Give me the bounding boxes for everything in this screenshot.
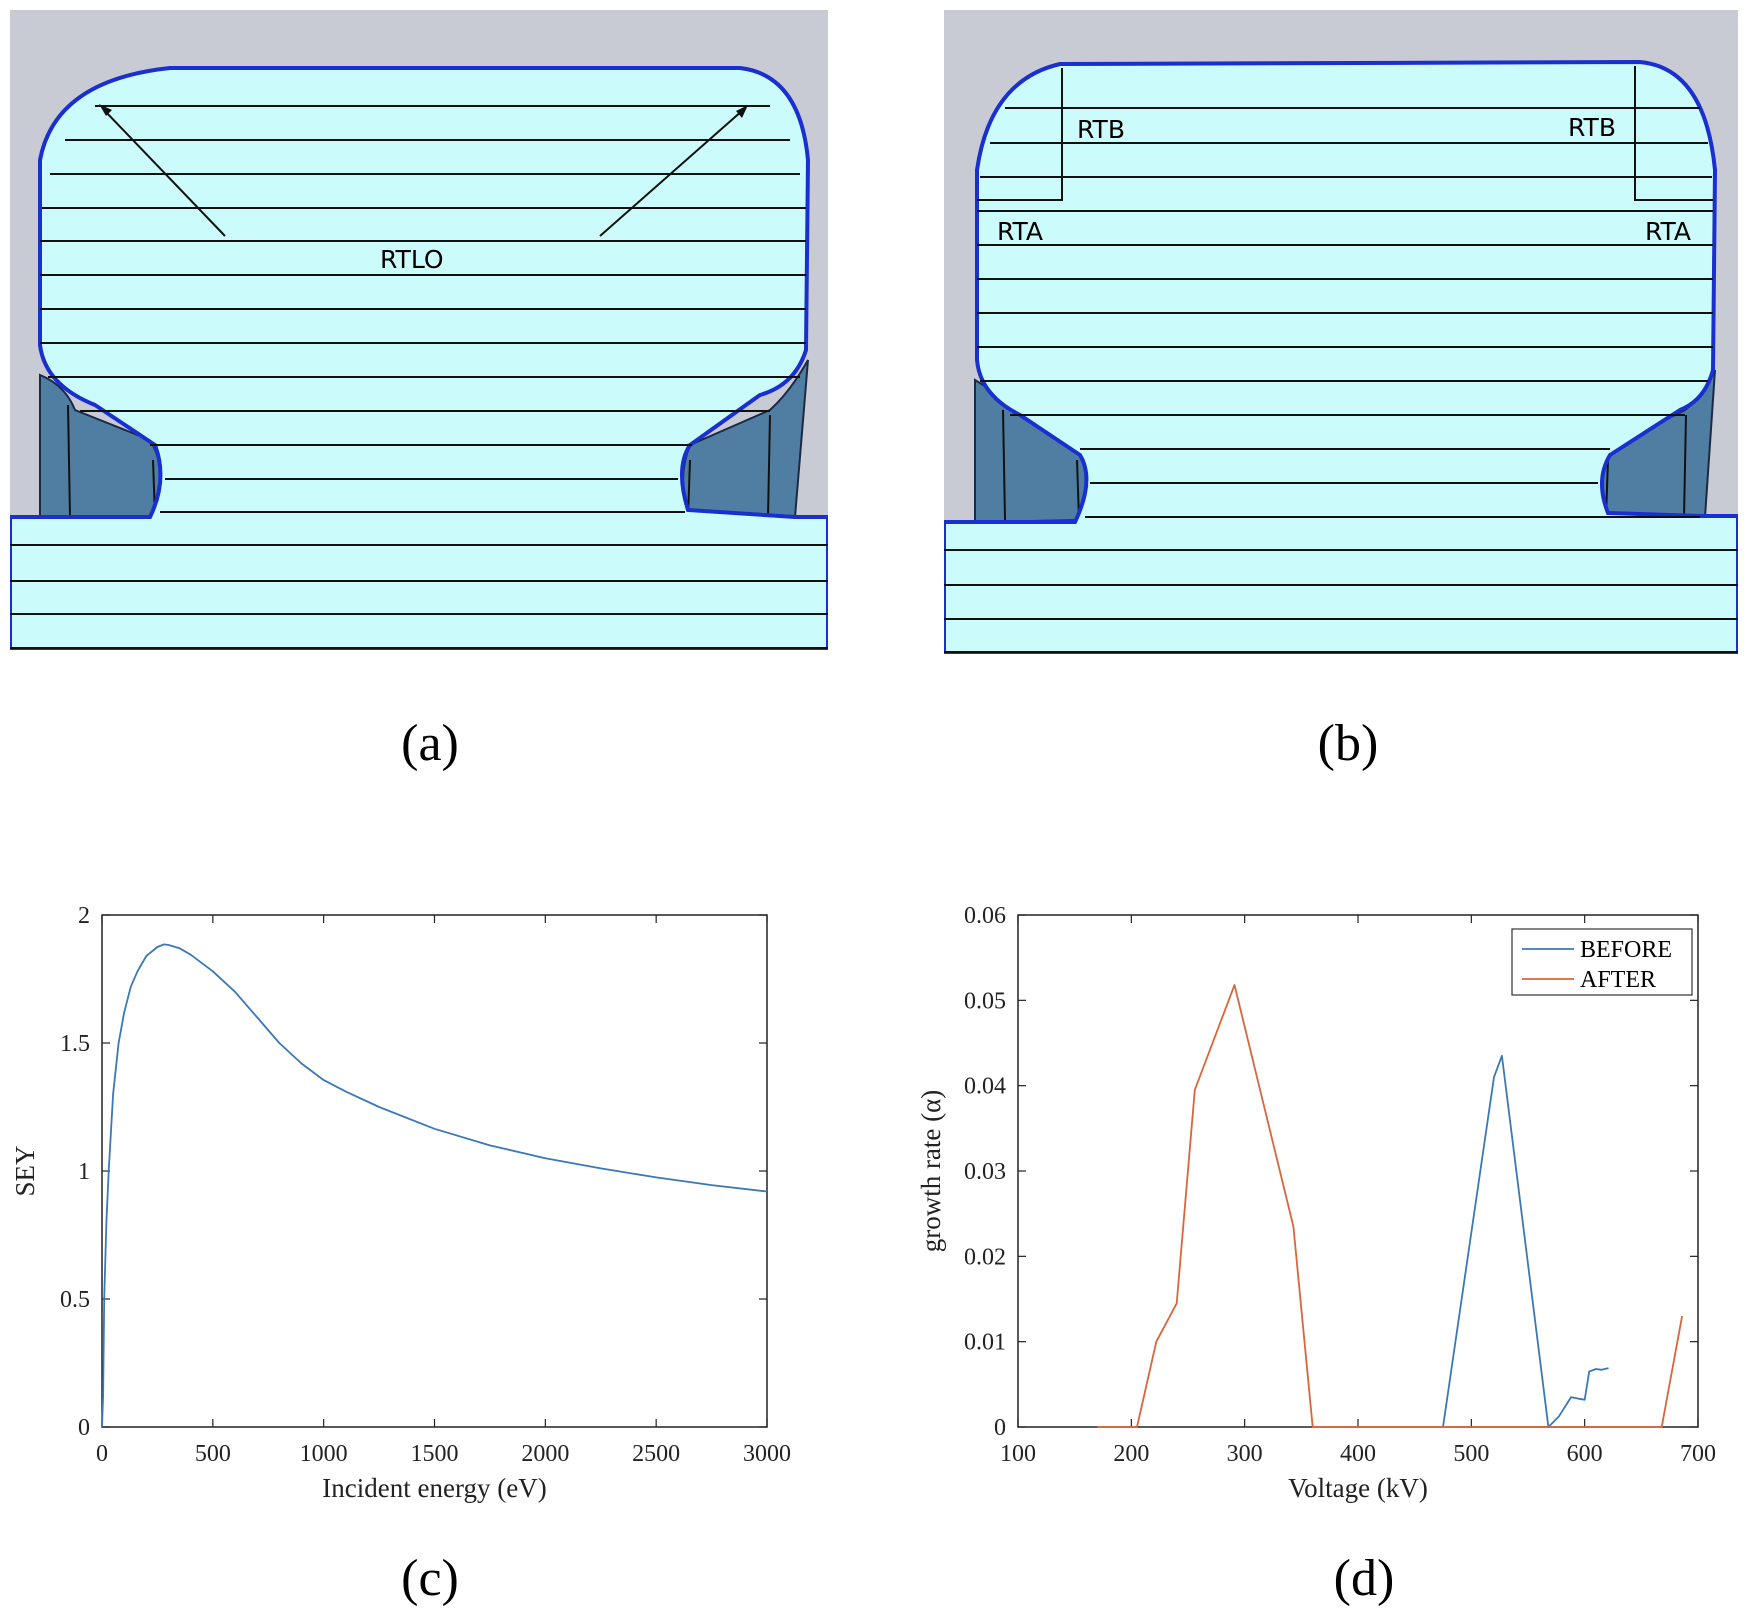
label-rtb-right: RTB [1568, 113, 1616, 142]
mesh-lines [944, 107, 1738, 653]
label-rta-right: RTA [1645, 217, 1691, 246]
y-tick-label: 1.5 [60, 1031, 90, 1057]
y-tick-label: 0 [78, 1415, 90, 1441]
x-tick-label: 600 [1567, 1441, 1603, 1467]
y-tick-label: 2 [78, 903, 90, 929]
series-line-before [1442, 1054, 1609, 1428]
x-axis-label: Voltage (kV) [1288, 1473, 1428, 1503]
caption-b: (b) [1318, 715, 1379, 772]
label-rtb-left: RTB [1077, 115, 1125, 144]
x-tick-label: 500 [1453, 1441, 1489, 1467]
x-tick-label: 200 [1113, 1441, 1149, 1467]
y-axis-label: SEY [10, 1145, 40, 1196]
x-tick-label: 700 [1680, 1441, 1716, 1467]
x-tick-label: 0 [96, 1441, 108, 1467]
legend-label-after: AFTER [1580, 967, 1656, 993]
caption-d: (d) [1334, 1550, 1395, 1607]
x-tick-label: 3000 [743, 1441, 791, 1467]
caption-c: (c) [401, 1550, 459, 1607]
plot-area [1017, 914, 1699, 1428]
label-rtlo: RTLO [380, 245, 444, 274]
y-tick-label: 0.03 [964, 1159, 1006, 1185]
plot-area [101, 914, 768, 1428]
y-tick-label: 0.04 [964, 1074, 1006, 1100]
caption-a: (a) [401, 715, 459, 772]
chart-d-growth-rate: 100 200 300 400 500 600 700 0 0.01 0.02 0.03 0.04 0.… [916, 903, 1716, 1503]
label-rta-left: RTA [997, 217, 1043, 246]
mesh-lines [10, 105, 828, 649]
y-tick-label: 0 [994, 1415, 1006, 1441]
x-axis-label: Incident energy (eV) [322, 1473, 546, 1503]
arrowhead-right [736, 105, 748, 118]
x-tick-label: 500 [195, 1441, 231, 1467]
x-tick-label: 100 [1000, 1441, 1036, 1467]
x-tick-label: 1000 [300, 1441, 348, 1467]
arrow-left [103, 109, 226, 237]
x-tick-label: 1500 [411, 1441, 459, 1467]
y-tick-label: 0.06 [964, 903, 1006, 929]
cad-cavity-shape [10, 66, 828, 650]
chart-c-sey: 0 500 1000 1500 2000 2500 3000 0 0.5 1 1.5 2 Inciden… [10, 903, 791, 1503]
rtb-left-outline [977, 68, 1063, 201]
y-tick-label: 0.5 [60, 1287, 90, 1313]
y-tick-label: 0.01 [964, 1330, 1006, 1356]
x-tick-label: 300 [1227, 1441, 1263, 1467]
rtb-right-outline [1634, 66, 1713, 201]
y-tick-label: 0.05 [964, 988, 1006, 1014]
cad-panel-a: RTLO [10, 10, 828, 650]
y-tick-label: 0.02 [964, 1244, 1006, 1270]
series-line-0 [101, 943, 768, 1428]
legend-label-before: BEFORE [1580, 937, 1672, 963]
y-tick-label: 1 [78, 1159, 90, 1185]
cad-panel-b: RTB RTB RTA RTA [944, 10, 1738, 654]
legend-box [1511, 928, 1693, 996]
arrowhead-left [99, 104, 112, 116]
x-tick-label: 2500 [632, 1441, 680, 1467]
series-line-after [1097, 984, 1683, 1428]
y-axis-label: growth rate (α) [916, 1090, 946, 1253]
arrow-right [599, 109, 744, 237]
cad-cavity-shape [944, 59, 1738, 654]
x-tick-label: 2000 [521, 1441, 569, 1467]
x-tick-label: 400 [1340, 1441, 1376, 1467]
